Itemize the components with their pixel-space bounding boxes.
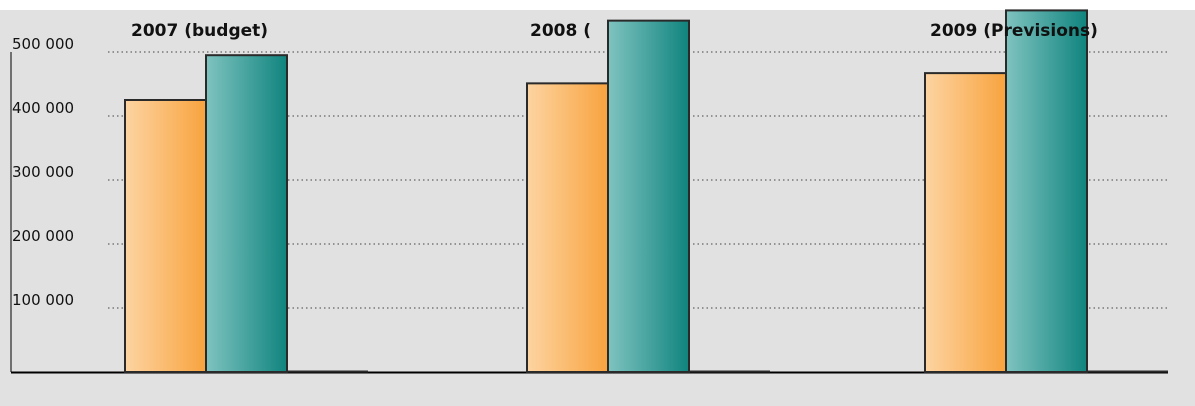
category-label: 2008 ( [530, 21, 591, 41]
y-tick-label: 400 000 [12, 99, 74, 117]
category-labels: 2007 (budget) 2008 ( 2009 (Previsions) [131, 21, 1098, 41]
category-label: 2009 (Previsions) [930, 21, 1098, 41]
y-tick-label: 200 000 [12, 227, 74, 245]
bars [124, 9, 1168, 374]
bar [124, 99, 207, 373]
category-label: 2007 (budget) [131, 21, 268, 41]
bar [607, 19, 690, 373]
bar [205, 54, 288, 373]
y-tick-label: 300 000 [12, 163, 74, 181]
bar [1005, 9, 1088, 374]
y-tick-label: 500 000 [12, 35, 74, 53]
bar [526, 82, 609, 374]
bar [924, 72, 1007, 374]
y-tick-label: 100 000 [12, 291, 74, 309]
